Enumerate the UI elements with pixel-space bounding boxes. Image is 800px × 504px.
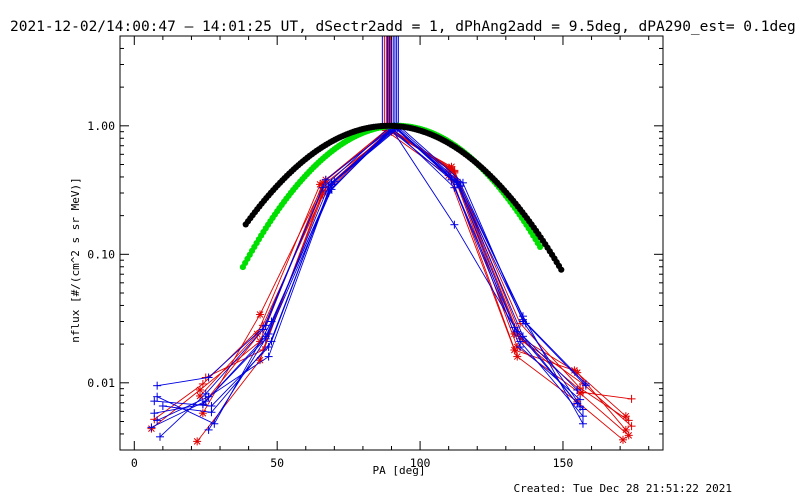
created-timestamp: Created: Tue Dec 28 21:51:22 2021 (513, 482, 732, 495)
data-point (624, 416, 633, 425)
data-point (198, 400, 207, 409)
plot-axes: 0 50 100 150 0.01 0.10 1.00 (87, 35, 664, 470)
chart-title: 2021-12-02/14:00:47 – 14:01:25 UT, dSect… (10, 19, 796, 35)
data-point (193, 437, 202, 446)
data-point (621, 412, 630, 421)
data-point (210, 419, 219, 428)
data-point (627, 394, 636, 403)
marker-stroke (622, 412, 630, 420)
series-line (208, 125, 578, 431)
series-line (157, 128, 581, 408)
data-point (267, 317, 276, 326)
data-point (207, 408, 216, 417)
data-point (204, 373, 213, 382)
series-line (202, 127, 624, 441)
data-point (153, 416, 162, 425)
data-point (627, 422, 636, 431)
data-point (618, 435, 627, 444)
marker-stroke (193, 438, 201, 445)
x-axis-label: PA [deg] (373, 464, 426, 477)
data-point (150, 397, 159, 406)
y-tick-label: 0.01 (87, 376, 115, 390)
marker-stroke (256, 356, 264, 364)
data-point (321, 175, 330, 184)
fit-dot (558, 266, 565, 273)
data-point (256, 310, 265, 319)
data-point (156, 432, 165, 441)
data-point (267, 337, 276, 346)
fit-curve (239, 122, 544, 271)
x-tick-label: 0 (131, 456, 138, 470)
marker-stroke (622, 426, 630, 434)
data-point (458, 178, 467, 187)
data-point (578, 388, 587, 397)
data-point (578, 412, 587, 421)
marker-stroke (196, 386, 204, 394)
data-point (264, 329, 273, 338)
series-line (154, 126, 581, 414)
data-point (516, 342, 525, 351)
y-tick-label: 1.00 (87, 119, 115, 133)
series-line (154, 126, 584, 417)
x-tick-label: 50 (270, 456, 284, 470)
data-point (204, 392, 213, 401)
data-point (147, 423, 156, 432)
data-point (513, 352, 522, 361)
data-point (158, 401, 167, 410)
data-point (573, 385, 582, 394)
data-point (153, 392, 162, 401)
series-line (151, 129, 629, 436)
marker-stroke (625, 432, 633, 439)
data-point (453, 177, 462, 186)
data-point (318, 183, 327, 192)
x-tick-label: 150 (553, 456, 574, 470)
series-line (199, 129, 627, 417)
data-point (150, 409, 159, 418)
data-point (258, 325, 267, 334)
x-tick-label: 100 (410, 456, 431, 470)
data-point (198, 379, 207, 388)
data-point (450, 183, 459, 192)
data-point (518, 332, 527, 341)
y-axis-label: nflux [#/(cm^2 s sr MeV)] (69, 177, 82, 343)
series-line (157, 126, 584, 425)
marker-stroke (256, 311, 264, 318)
data-point (447, 175, 456, 184)
data-point (450, 166, 459, 175)
marker-stroke (316, 181, 324, 188)
data-point (621, 425, 630, 434)
data-point (578, 405, 587, 414)
series-line (159, 127, 578, 438)
fit-curve (242, 122, 565, 273)
y-tick-label: 0.10 (87, 247, 115, 261)
fit-dot (537, 243, 544, 251)
data-point (581, 381, 590, 390)
series-line (196, 130, 627, 442)
data-point (330, 177, 339, 186)
data-point (264, 352, 273, 361)
marker-stroke (513, 353, 521, 360)
data-point (518, 317, 527, 326)
data-point (204, 425, 213, 434)
marker-stroke (619, 436, 627, 444)
data-point (153, 381, 162, 390)
plot-data (147, 36, 636, 446)
data-point (450, 220, 459, 229)
data-point (578, 419, 587, 428)
